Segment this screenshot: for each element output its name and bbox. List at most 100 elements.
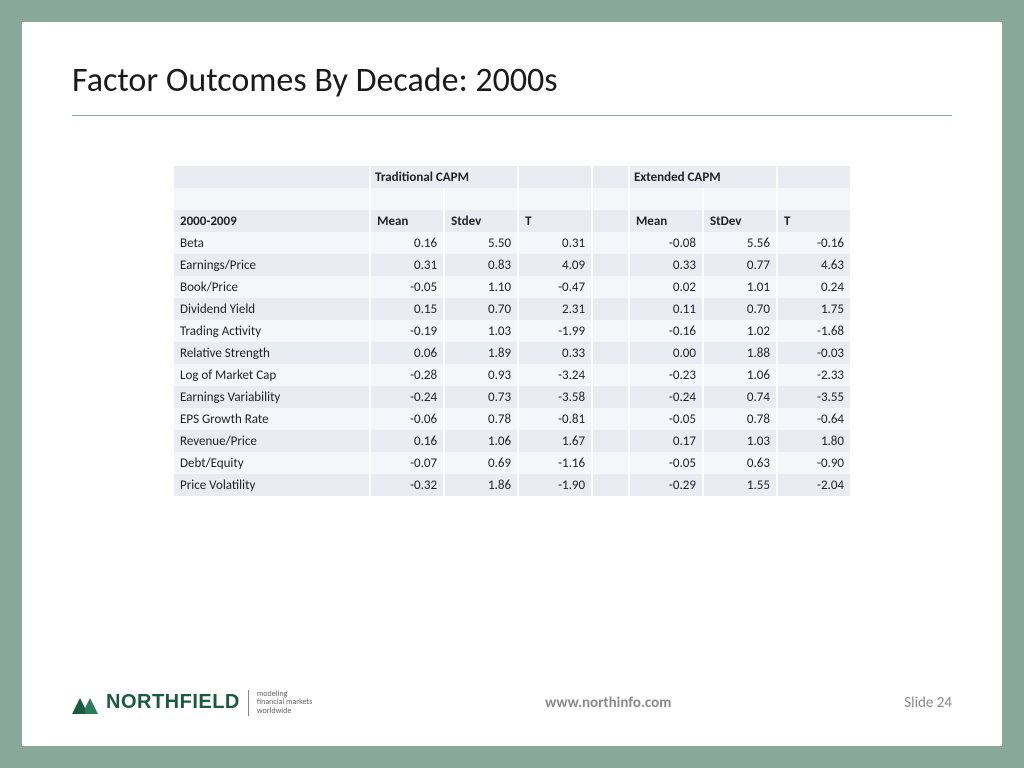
table-row: Beta0.165.500.31-0.085.56-0.16 xyxy=(174,232,850,254)
col-mean: Mean xyxy=(371,210,443,232)
val-stdev1: 0.78 xyxy=(445,408,517,430)
val-stdev2: 1.02 xyxy=(704,320,776,342)
factor-label: Log of Market Cap xyxy=(174,364,369,386)
brand-tagline: modeling financial markets worldwide xyxy=(248,690,312,716)
factor-label: Dividend Yield xyxy=(174,298,369,320)
table-cell xyxy=(778,188,850,210)
factor-label: Price Volatility xyxy=(174,474,369,496)
header-spacer xyxy=(174,166,369,188)
val-stdev1: 0.93 xyxy=(445,364,517,386)
val-mean1: 0.31 xyxy=(371,254,443,276)
table-cell xyxy=(593,430,628,452)
data-table-container: Traditional CAPMExtended CAPM2000-2009Me… xyxy=(172,166,852,496)
col-mean: Mean xyxy=(630,210,702,232)
factor-label: Beta xyxy=(174,232,369,254)
val-mean2: 0.00 xyxy=(630,342,702,364)
val-mean2: -0.16 xyxy=(630,320,702,342)
table-cell xyxy=(445,188,517,210)
val-stdev2: 1.55 xyxy=(704,474,776,496)
table-cell xyxy=(593,342,628,364)
val-t2: 4.63 xyxy=(778,254,850,276)
val-stdev1: 1.03 xyxy=(445,320,517,342)
table-cell xyxy=(593,166,628,188)
val-stdev2: 1.88 xyxy=(704,342,776,364)
val-mean2: -0.24 xyxy=(630,386,702,408)
factor-label: Earnings Variability xyxy=(174,386,369,408)
val-t1: 2.31 xyxy=(519,298,591,320)
val-t2: -1.68 xyxy=(778,320,850,342)
val-t1: -1.99 xyxy=(519,320,591,342)
val-mean2: 0.17 xyxy=(630,430,702,452)
val-mean1: -0.19 xyxy=(371,320,443,342)
val-t1: -3.58 xyxy=(519,386,591,408)
table-row: Earnings Variability-0.240.73-3.58-0.240… xyxy=(174,386,850,408)
val-stdev1: 5.50 xyxy=(445,232,517,254)
title-divider xyxy=(72,115,952,116)
table-row: Price Volatility-0.321.86-1.90-0.291.55-… xyxy=(174,474,850,496)
table-cell xyxy=(371,188,443,210)
val-stdev2: 5.56 xyxy=(704,232,776,254)
val-t2: -0.03 xyxy=(778,342,850,364)
brand-block: NORTHFIELD modeling financial markets wo… xyxy=(72,690,312,716)
factor-label: EPS Growth Rate xyxy=(174,408,369,430)
val-t1: 4.09 xyxy=(519,254,591,276)
table-cell xyxy=(593,188,628,210)
table-row: Log of Market Cap-0.280.93-3.24-0.231.06… xyxy=(174,364,850,386)
val-mean1: -0.24 xyxy=(371,386,443,408)
val-t1: 0.33 xyxy=(519,342,591,364)
period-label: 2000-2009 xyxy=(174,210,369,232)
footer-url: www.northinfo.com xyxy=(545,694,671,712)
table-row: Dividend Yield0.150.702.310.110.701.75 xyxy=(174,298,850,320)
val-stdev1: 1.06 xyxy=(445,430,517,452)
slide-frame: Factor Outcomes By Decade: 2000s Traditi… xyxy=(22,22,1002,746)
table-row: Book/Price-0.051.10-0.470.021.010.24 xyxy=(174,276,850,298)
slide-title: Factor Outcomes By Decade: 2000s xyxy=(72,60,952,101)
slide-footer: NORTHFIELD modeling financial markets wo… xyxy=(72,690,952,716)
val-stdev2: 1.01 xyxy=(704,276,776,298)
factor-label: Earnings/Price xyxy=(174,254,369,276)
table-cell xyxy=(593,210,628,232)
col-stdev: StDev xyxy=(704,210,776,232)
val-stdev2: 1.06 xyxy=(704,364,776,386)
val-mean2: -0.23 xyxy=(630,364,702,386)
val-t2: -3.55 xyxy=(778,386,850,408)
table-cell xyxy=(593,408,628,430)
val-t2: 1.80 xyxy=(778,430,850,452)
val-mean2: -0.05 xyxy=(630,452,702,474)
table-cell xyxy=(593,474,628,496)
val-mean1: 0.15 xyxy=(371,298,443,320)
factor-label: Debt/Equity xyxy=(174,452,369,474)
table-cell xyxy=(593,254,628,276)
val-t1: -0.47 xyxy=(519,276,591,298)
table-cell xyxy=(519,166,591,188)
val-stdev2: 0.78 xyxy=(704,408,776,430)
val-stdev2: 0.63 xyxy=(704,452,776,474)
val-t1: -0.81 xyxy=(519,408,591,430)
val-mean1: -0.32 xyxy=(371,474,443,496)
val-stdev1: 1.89 xyxy=(445,342,517,364)
val-stdev2: 1.03 xyxy=(704,430,776,452)
northfield-logo-icon xyxy=(72,692,98,714)
val-t2: -0.90 xyxy=(778,452,850,474)
val-mean2: -0.29 xyxy=(630,474,702,496)
val-mean2: 0.11 xyxy=(630,298,702,320)
table-cell xyxy=(593,298,628,320)
val-stdev1: 0.83 xyxy=(445,254,517,276)
col-t: T xyxy=(778,210,850,232)
val-t2: -0.16 xyxy=(778,232,850,254)
val-t1: 0.31 xyxy=(519,232,591,254)
table-cell xyxy=(593,386,628,408)
val-t2: -2.33 xyxy=(778,364,850,386)
table-cell xyxy=(593,364,628,386)
table-row: Traditional CAPMExtended CAPM xyxy=(174,166,850,188)
table-cell xyxy=(593,232,628,254)
val-t1: 1.67 xyxy=(519,430,591,452)
table-cell xyxy=(630,188,702,210)
table-cell xyxy=(519,188,591,210)
table-row xyxy=(174,188,850,210)
factor-table: Traditional CAPMExtended CAPM2000-2009Me… xyxy=(172,166,852,496)
val-mean1: 0.16 xyxy=(371,430,443,452)
factor-label: Revenue/Price xyxy=(174,430,369,452)
table-cell xyxy=(593,276,628,298)
factor-label: Relative Strength xyxy=(174,342,369,364)
